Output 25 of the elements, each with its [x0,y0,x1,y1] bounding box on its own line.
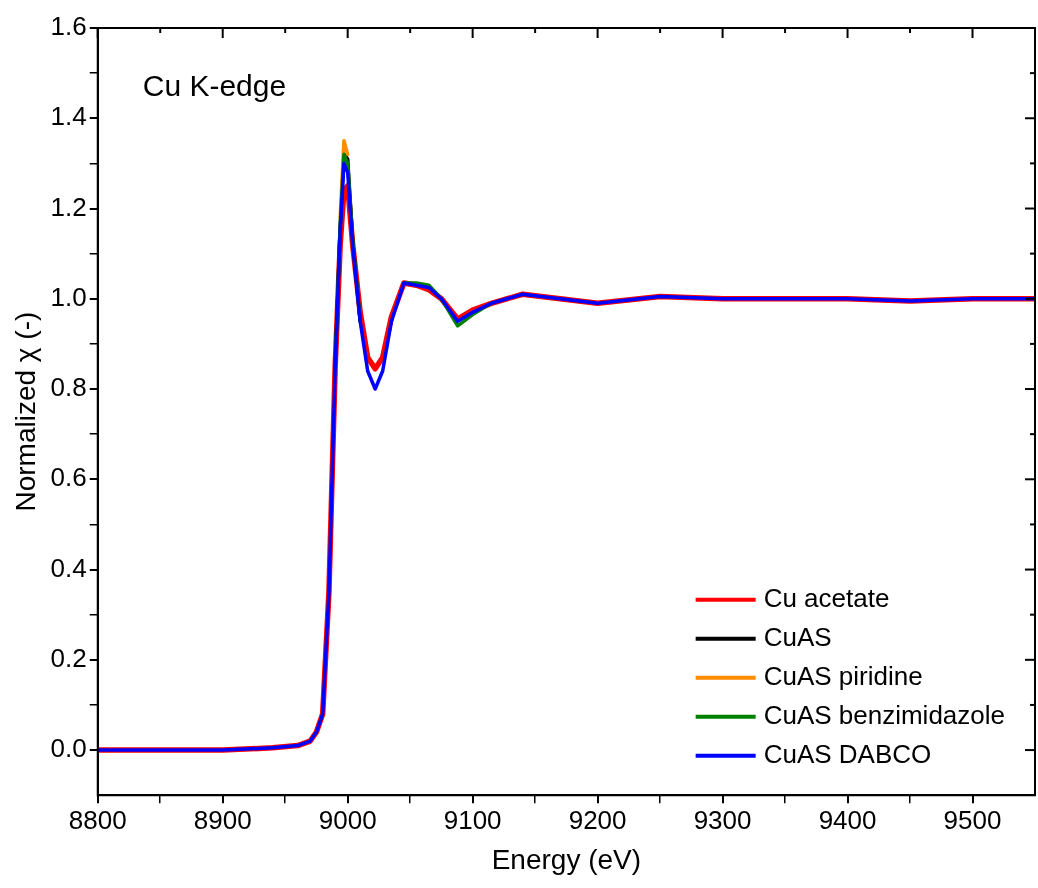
y-tick-label: 0.8 [50,372,87,403]
x-tick-label: 9000 [318,804,377,835]
x-tick-label: 9400 [818,804,877,835]
y-tick-label: 0.2 [50,642,87,673]
y-tick-label: 1.2 [50,191,87,222]
y-tick-label: 1.0 [50,281,87,312]
legend-label: CuAS [763,621,832,652]
legend-label: CuAS benzimidazole [763,699,1006,730]
legend-label: CuAS piridine [763,660,923,691]
y-tick-label: 1.4 [50,101,87,132]
x-tick-label: 9300 [693,804,752,835]
text: Cu K-edge [142,69,287,103]
x-axis-title: Energy (eV) [491,843,642,875]
x-tick-label: 8800 [68,804,127,835]
x-tick-label: 9500 [943,804,1002,835]
x-tick-label: 9200 [568,804,627,835]
y-axis-title: Normalized χ (-) [9,311,41,512]
x-tick-label: 8900 [193,804,252,835]
legend-label: CuAS DABCO [763,738,932,769]
legend-label: Cu acetate [763,582,890,613]
y-tick-label: 0.6 [50,462,87,493]
x-tick-label: 9100 [443,804,502,835]
y-tick-label: 0.4 [50,552,87,583]
y-tick-label: 0.0 [50,733,87,764]
y-tick-label: 1.6 [50,11,87,42]
